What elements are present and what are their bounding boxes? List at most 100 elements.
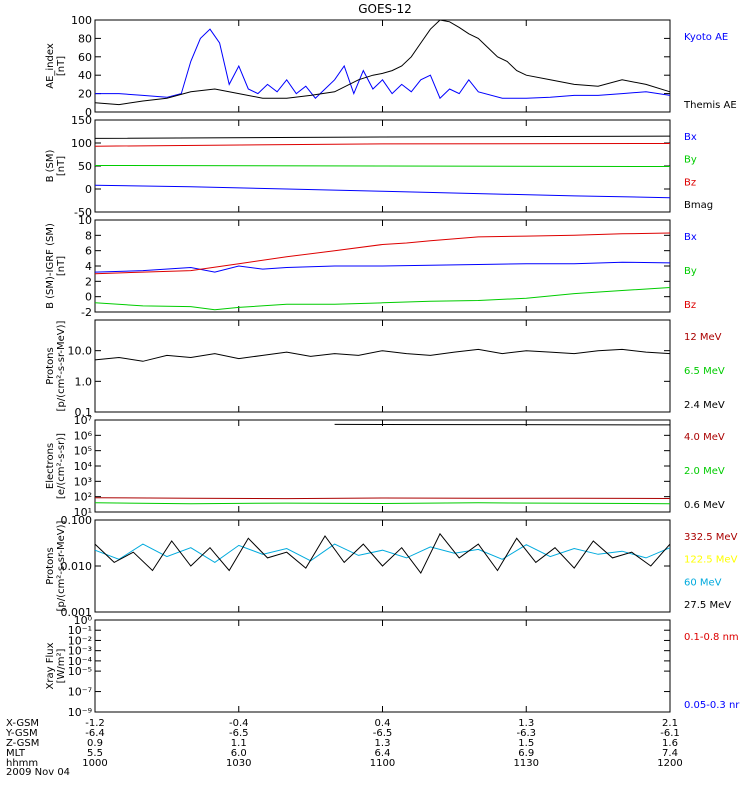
y-tick-label: 10⁶	[74, 429, 93, 442]
ephemeris-value: 1030	[226, 758, 251, 769]
y-tick-label: 10⁻¹	[68, 624, 92, 637]
ephemeris-value: 6.4	[375, 748, 391, 759]
legend-0-1-0-8-nm: 0.1-0.8 nm	[684, 632, 739, 643]
legend-0-05-0-3-nr: 0.05-0.3 nr	[684, 700, 740, 711]
panel-frame	[94, 319, 671, 413]
y-tick-label: 10⁻⁹	[68, 706, 92, 719]
series-line-themis-ae	[94, 19, 671, 106]
y-tick-label: 4	[85, 260, 92, 273]
ephemeris-value: 6.0	[231, 748, 247, 759]
legend-bz: Bz	[684, 300, 696, 311]
y-tick-label: 10⁻⁴	[68, 655, 93, 668]
ephemeris-table: X-GSM -1.2 -0.4 0.4 1.3 2.1 Y-GSM -6.4 -6.5 -6.5 -…	[5, 718, 683, 769]
y-tick-label: 10⁵	[74, 445, 92, 458]
panel-2: -50 0 50 100 150 B (SM)[nT] Bx By Bz Bmag	[45, 114, 713, 219]
ephemeris-value: 7.4	[662, 748, 678, 759]
legend-2-4-mev: 2.4 MeV	[684, 400, 725, 411]
y-tick-label: 0	[85, 183, 92, 196]
y-tick-label: 100	[71, 137, 92, 150]
ephemeris-value: -6.1	[660, 728, 680, 739]
series-line-27-5-mev	[94, 532, 671, 575]
series-line-by	[94, 165, 671, 167]
legend-332-5-mev: 332.5 MeV	[684, 532, 738, 543]
panel-1: 0 20 40 60 80 100 AE_index[nT] Kyoto AE Themis A…	[45, 14, 737, 119]
y-tick-label: 6	[85, 245, 92, 258]
y-axis-label: B (SM)-IGRF (SM)[nT]	[45, 223, 67, 309]
ephemeris-label: MLT	[6, 748, 26, 759]
panel-3: -2 0 2 4 6 8 10 B (SM)-IGRF (SM)[nT] Bx By Bz	[45, 214, 697, 319]
legend-122-5-mev: 122.5 MeV	[684, 555, 738, 566]
legend-60-mev: 60 MeV	[684, 577, 722, 588]
ephemeris-value: -1.2	[85, 718, 105, 729]
ephemeris-value: 1000	[82, 758, 107, 769]
series-line-0-6-mev	[334, 423, 671, 426]
y-tick-label: 10⁻⁷	[68, 686, 92, 699]
legend-0-6-mev: 0.6 MeV	[684, 500, 725, 511]
ephemeris-value: -0.4	[229, 718, 249, 729]
legend-bx: Bx	[684, 232, 697, 243]
y-tick-label: -50	[74, 206, 92, 219]
ephemeris-value: -6.4	[85, 728, 105, 739]
legend-bz: Bz	[684, 177, 696, 188]
ephemeris-label: X-GSM	[6, 718, 39, 729]
y-axis-label: Electrons[e/(cm²-s-sr)]	[45, 433, 67, 499]
panel-frame	[94, 619, 671, 713]
y-axis-label: Xray Flux[W/m²]	[45, 642, 67, 689]
ephemeris-value: 1.6	[662, 738, 678, 749]
ephemeris-value: 1130	[514, 758, 539, 769]
panel-6: 0.001 0.010 0.100Protons[p/(cm²-s-sr-MeV)]…	[45, 514, 738, 619]
panel-5: 10¹ 10² 10³ 10⁴ 10⁵ 10⁶ 10⁷ Electrons[e/(cm²-s-…	[45, 414, 725, 519]
date-label: 2009 Nov 04	[6, 767, 70, 778]
series-line-kyoto-ae	[95, 28, 671, 100]
y-tick-label: 100	[71, 14, 92, 27]
legend-themis-ae: Themis AE	[683, 100, 737, 111]
ephemeris-value: 1.5	[518, 738, 534, 749]
ephemeris-value: 1100	[370, 758, 395, 769]
y-tick-label: 10⁻²	[68, 634, 92, 647]
series-line-2-0-mev	[94, 502, 671, 505]
series-line-bx	[94, 184, 671, 199]
plot-title: GOES-12	[358, 2, 412, 16]
y-tick-label: 2	[85, 275, 92, 288]
y-tick-label: 0.001	[61, 606, 93, 619]
legend-2-0-mev: 2.0 MeV	[684, 466, 725, 477]
y-axis-label: Protons[p/(cm²-s-sr-MeV)]	[45, 320, 67, 411]
ephemeris-label: Z-GSM	[6, 738, 39, 749]
y-tick-label: 150	[71, 114, 92, 127]
legend-bmag: Bmag	[684, 200, 713, 211]
series-line-4-0-mev	[94, 497, 671, 500]
y-tick-label: 10	[78, 214, 92, 227]
y-tick-label: 10⁷	[74, 414, 92, 427]
y-tick-label: 10³	[74, 475, 92, 488]
y-tick-label: 10⁰	[74, 614, 93, 627]
y-axis-label: AE_index[nT]	[45, 43, 67, 89]
y-tick-label: -2	[81, 306, 92, 319]
series-line-60-mev	[94, 543, 671, 563]
ephemeris-value: 6.9	[518, 748, 534, 759]
legend-6-5-mev: 6.5 MeV	[684, 366, 725, 377]
legend-27-5-mev: 27.5 MeV	[684, 600, 731, 611]
y-tick-label: 0.1	[75, 406, 93, 419]
legend-by: By	[684, 266, 697, 277]
ephemeris-value: 0.9	[87, 738, 103, 749]
ephemeris-label: hhmm	[6, 758, 38, 769]
ephemeris-value: 1.3	[518, 718, 534, 729]
legend-bx: Bx	[684, 132, 697, 143]
y-tick-label: 10⁴	[74, 460, 93, 473]
ephemeris-value: 5.5	[87, 748, 103, 759]
y-tick-label: 10²	[74, 491, 92, 504]
legend-4-0-mev: 4.0 MeV	[684, 432, 725, 443]
ephemeris-value: 2.1	[662, 718, 678, 729]
ephemeris-value: 1.1	[231, 738, 247, 749]
y-tick-label: 0	[85, 291, 92, 304]
y-tick-label: 0.100	[61, 514, 93, 527]
series-line-bz	[94, 143, 671, 147]
y-tick-label: 10⁻⁵	[68, 665, 92, 678]
ephemeris-value: 1.3	[375, 738, 391, 749]
series-line-by	[94, 287, 671, 311]
ephemeris-label: Y-GSM	[5, 728, 38, 739]
y-axis-label: Protons[p/(cm²-s-sr-MeV)]	[45, 520, 67, 611]
